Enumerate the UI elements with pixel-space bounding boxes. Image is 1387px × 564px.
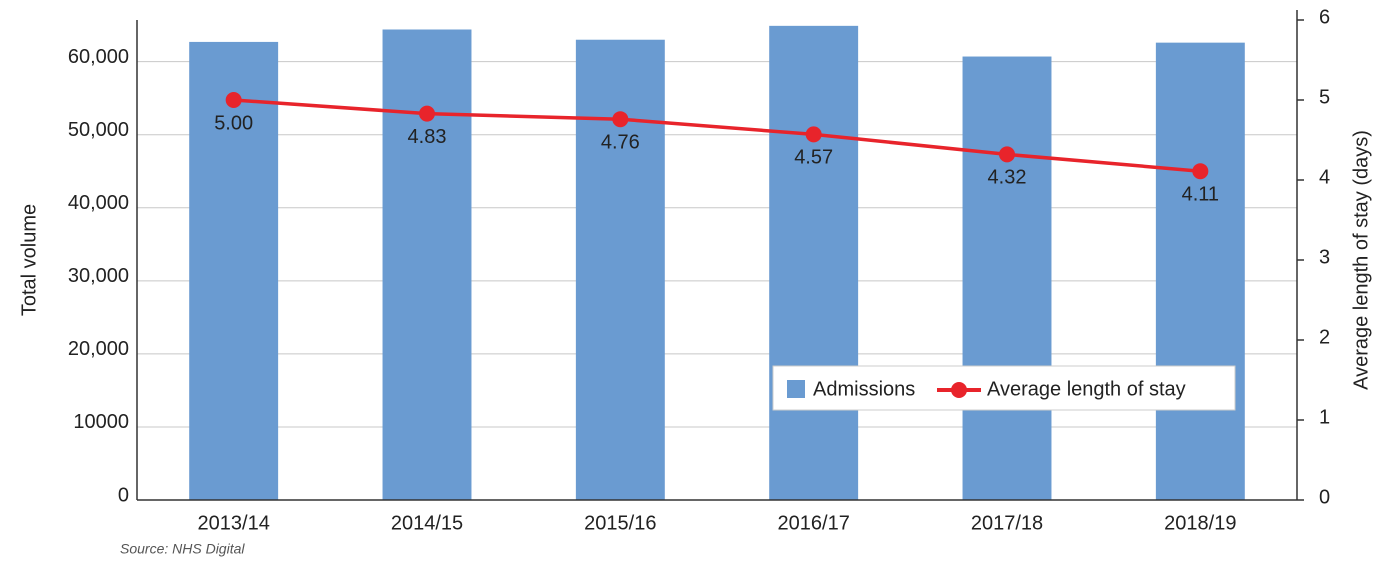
x-tick-label: 2017/18	[971, 512, 1043, 534]
y2-tick-label: 4	[1319, 166, 1330, 188]
y-tick-label: 50,000	[68, 119, 129, 141]
bar	[189, 41, 279, 500]
legend-swatch	[787, 380, 805, 398]
bar	[382, 29, 472, 501]
bar	[1155, 42, 1245, 500]
y-tick-label: 10000	[73, 411, 129, 433]
legend-label: Average length of stay	[987, 378, 1186, 400]
bar	[962, 56, 1052, 500]
x-tick-label: 2013/14	[198, 512, 270, 534]
y2-tick-label: 3	[1319, 246, 1330, 268]
y2-axis-label: Average length of stay (days)	[1350, 130, 1372, 390]
data-label: 4.83	[408, 126, 447, 148]
x-tick-label: 2016/17	[778, 512, 850, 534]
y-axis-label: Total volume	[18, 204, 40, 316]
data-label: 4.76	[601, 131, 640, 153]
legend-box	[772, 365, 1236, 411]
bar	[769, 25, 859, 500]
y2-tick-label: 6	[1319, 6, 1330, 28]
y-tick-label: 0	[118, 484, 129, 506]
legend: Admissions Average length of stay	[772, 365, 1236, 411]
bar	[575, 39, 665, 501]
line-point	[225, 92, 242, 108]
line-point	[419, 105, 435, 122]
y-tick-label: 60,000	[68, 46, 129, 68]
legend-marker	[951, 382, 967, 398]
y-tick-label: 30,000	[68, 265, 129, 287]
y2-tick-label: 2	[1319, 326, 1330, 348]
y-tick-label: 40,000	[68, 192, 129, 214]
y2-tick-label: 1	[1319, 406, 1330, 428]
line-point	[805, 126, 822, 143]
y2-tick-label: 0	[1319, 486, 1330, 508]
data-label: 4.32	[988, 167, 1027, 189]
x-tick-label: 2015/16	[584, 512, 656, 534]
x-tick-label: 2018/19	[1164, 512, 1236, 534]
source-note: Source: NHS Digital	[120, 541, 245, 557]
line-point	[1192, 163, 1209, 180]
data-label: 4.11	[1182, 183, 1219, 205]
line-point	[612, 111, 629, 128]
line	[233, 98, 1201, 173]
line-point	[999, 146, 1015, 163]
data-label: 5.00	[214, 112, 253, 134]
y-tick-label: 20,000	[68, 338, 129, 360]
x-tick-label: 2014/15	[391, 512, 463, 534]
y2-tick-label: 5	[1319, 86, 1330, 108]
data-label: 4.57	[794, 147, 833, 169]
legend-label: Admissions	[813, 378, 915, 400]
